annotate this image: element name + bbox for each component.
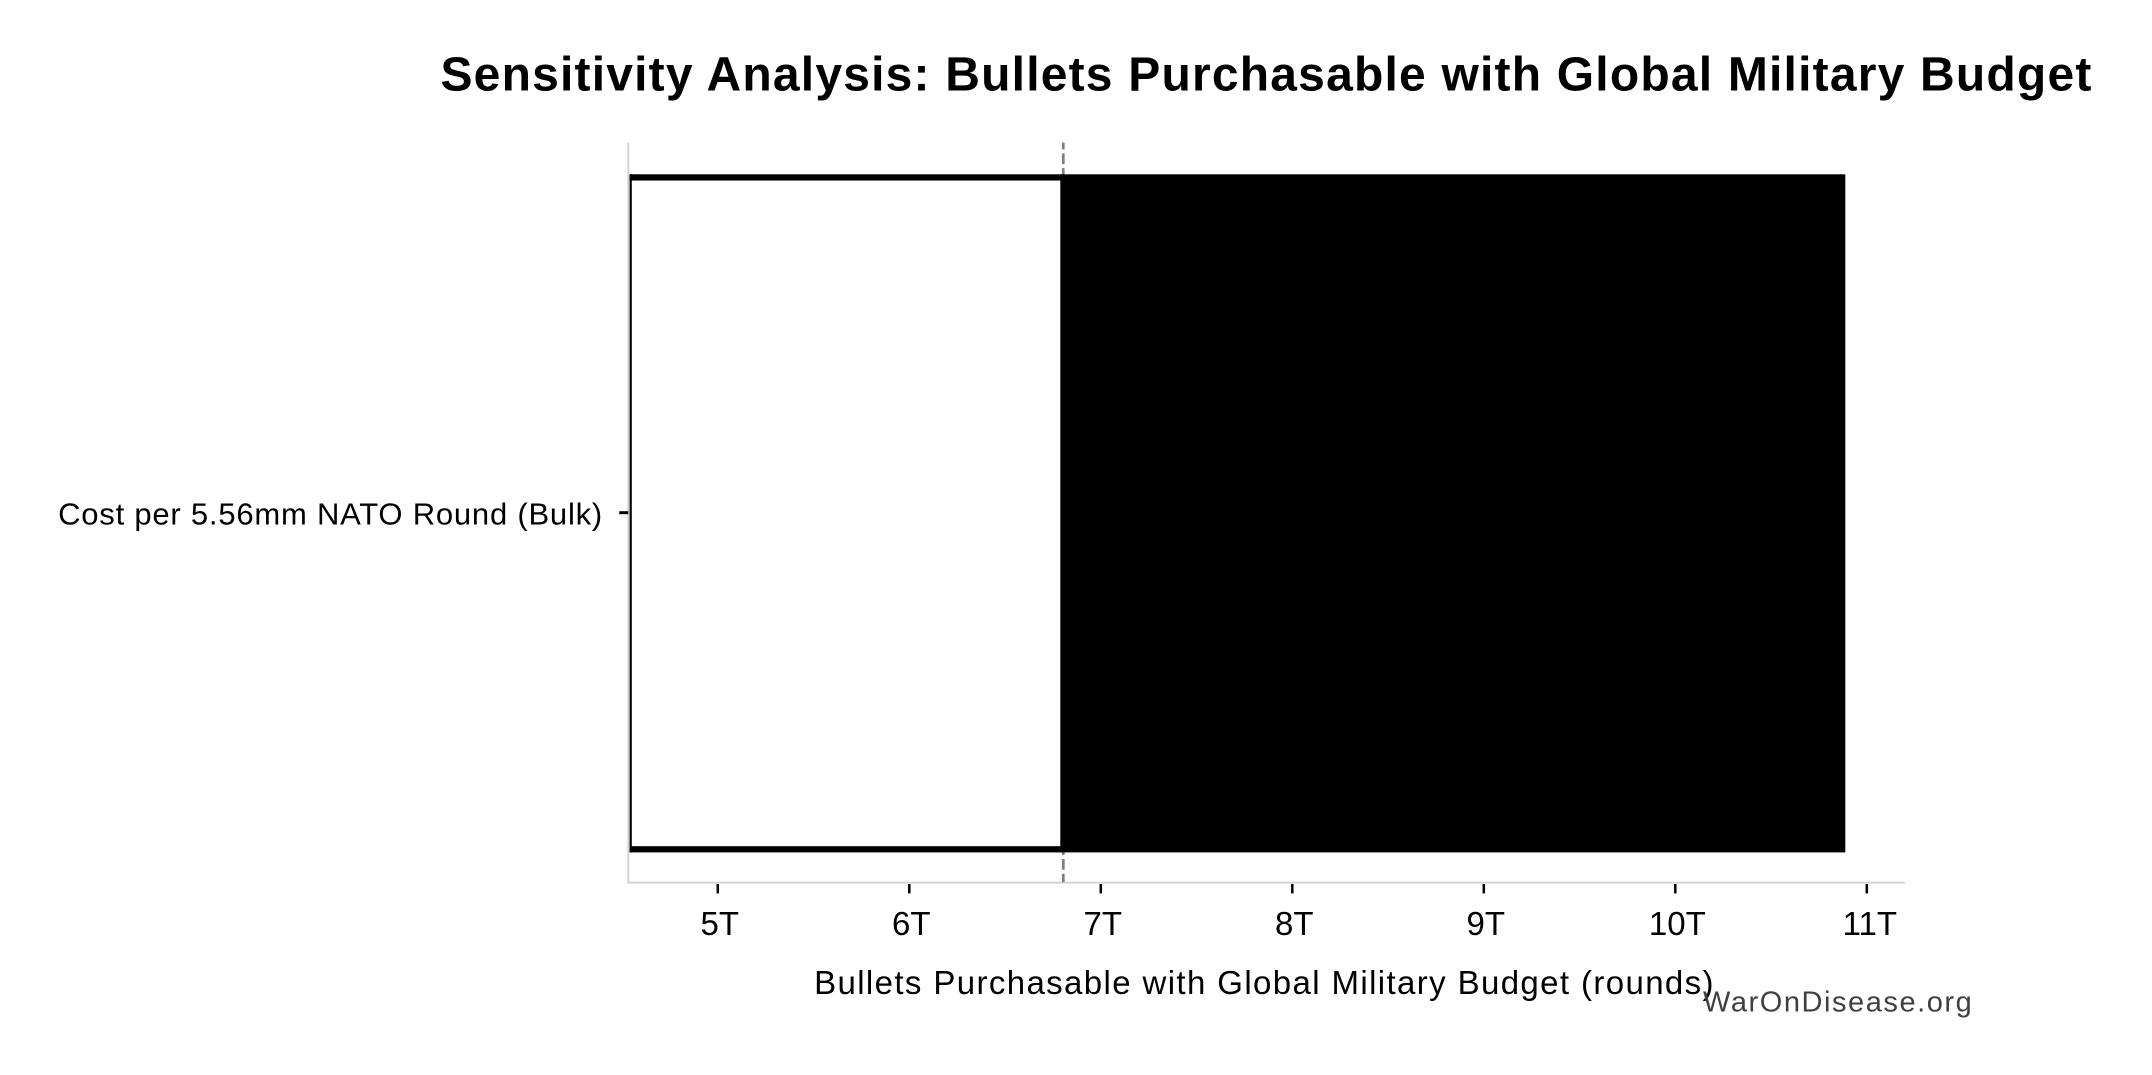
svg-text:10T: 10T	[1649, 905, 1706, 942]
svg-text:WarOnDisease.org: WarOnDisease.org	[1703, 986, 1973, 1018]
svg-text:11T: 11T	[1843, 905, 1897, 942]
svg-text:Cost per 5.56mm NATO Round (Bu: Cost per 5.56mm NATO Round (Bulk)	[58, 497, 603, 532]
svg-text:7T: 7T	[1084, 905, 1123, 942]
svg-text:Bullets Purchasable with Globa: Bullets Purchasable with Global Military…	[814, 964, 1715, 1001]
svg-text:6T: 6T	[892, 905, 931, 942]
svg-text:8T: 8T	[1275, 905, 1314, 942]
svg-text:9T: 9T	[1467, 905, 1506, 942]
svg-text:5T: 5T	[701, 905, 740, 942]
svg-text:Sensitivity Analysis: Bullets: Sensitivity Analysis: Bullets Purchasabl…	[440, 49, 2092, 102]
